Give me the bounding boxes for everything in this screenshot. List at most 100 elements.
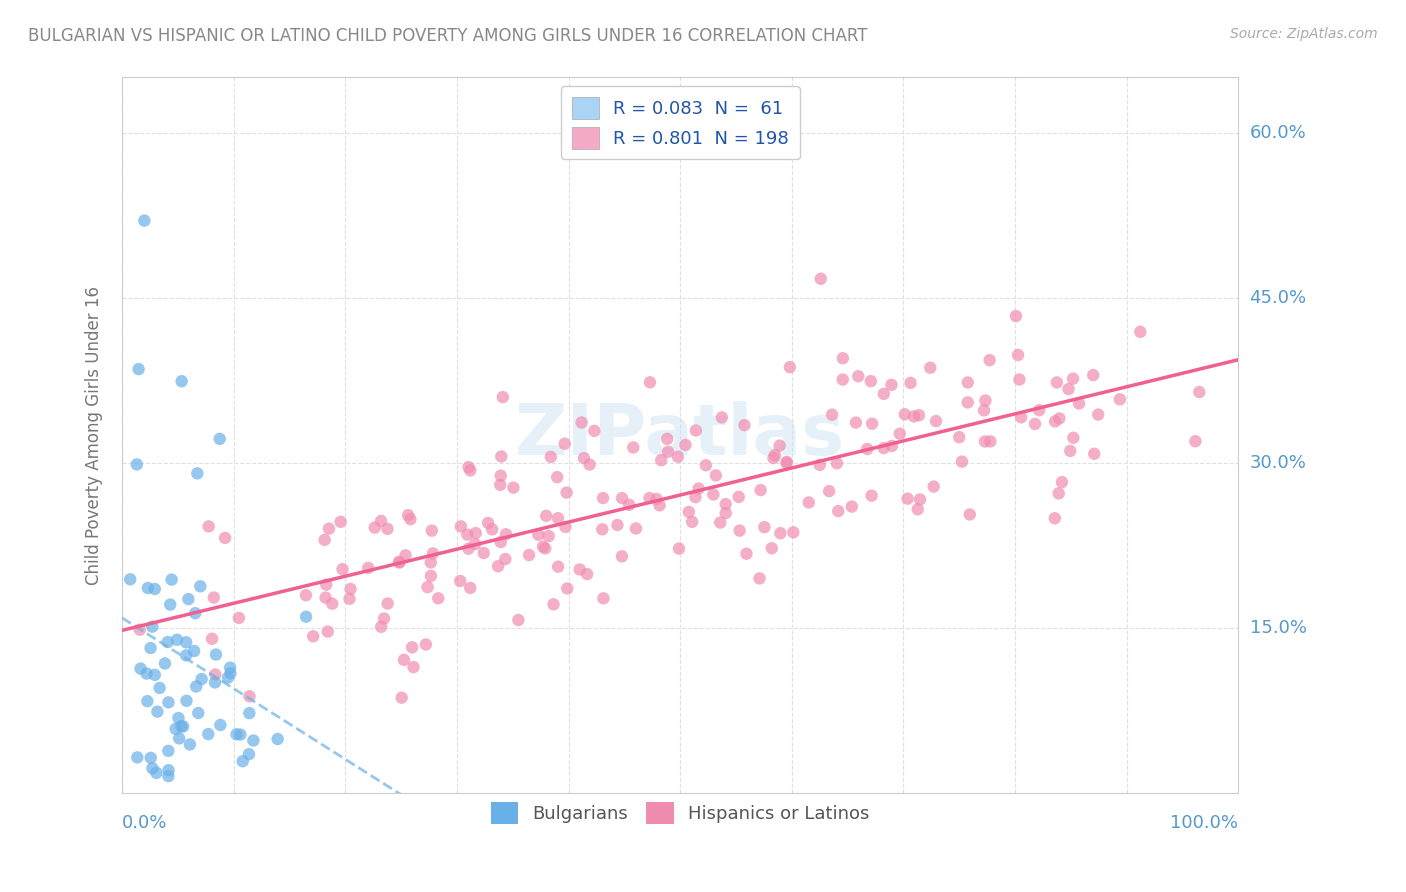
Point (624, 521, 647, 535)
Point (415, 638, 437, 652)
Point (209, 718, 232, 732)
Point (214, 531, 236, 545)
Point (873, 441, 896, 455)
Point (779, 360, 801, 375)
Point (197, 519, 219, 533)
Point (517, 548, 540, 562)
Point (321, 597, 343, 611)
Point (555, 582, 578, 596)
Point (419, 569, 441, 583)
Point (979, 353, 1001, 368)
Point (675, 438, 697, 452)
Point (554, 520, 576, 534)
Legend: Bulgarians, Hispanics or Latinos: Bulgarians, Hispanics or Latinos (481, 790, 880, 834)
Point (1129, 325, 1152, 339)
Point (592, 591, 614, 606)
Point (508, 613, 530, 627)
Point (900, 376, 922, 390)
Point (841, 500, 863, 514)
Point (481, 522, 503, 536)
Point (555, 485, 578, 500)
Point (492, 390, 515, 404)
Point (141, 761, 163, 775)
Point (531, 540, 554, 554)
Point (685, 424, 707, 438)
Point (187, 706, 209, 720)
Point (554, 436, 576, 450)
Point (610, 491, 633, 505)
Point (734, 418, 756, 433)
Point (136, 694, 159, 708)
Point (920, 360, 942, 375)
Point (578, 458, 600, 472)
Point (129, 662, 152, 676)
Point (339, 591, 361, 606)
Point (420, 524, 443, 538)
Point (763, 448, 786, 462)
Point (177, 592, 200, 607)
Point (880, 377, 903, 392)
Point (141, 620, 163, 634)
Point (576, 567, 599, 582)
Point (592, 491, 614, 505)
Point (457, 460, 479, 475)
Point (956, 376, 979, 390)
Point (314, 533, 336, 547)
Point (458, 581, 481, 595)
Point (710, 410, 733, 425)
Point (458, 463, 481, 477)
Point (1047, 486, 1070, 500)
Point (217, 671, 239, 685)
Point (295, 588, 318, 602)
Point (908, 408, 931, 422)
Point (537, 529, 560, 543)
Point (638, 376, 661, 390)
Text: 60.0%: 60.0% (1250, 123, 1306, 142)
Point (1046, 376, 1069, 390)
Point (534, 541, 557, 556)
Point (974, 393, 997, 408)
Point (547, 511, 569, 525)
Point (477, 516, 499, 530)
Point (464, 526, 486, 541)
Point (702, 487, 724, 501)
Point (583, 424, 606, 438)
Point (183, 644, 205, 658)
Point (370, 514, 392, 528)
Point (179, 738, 201, 752)
Point (831, 351, 853, 366)
Point (174, 648, 197, 663)
Point (974, 434, 997, 449)
Point (678, 505, 700, 519)
Point (761, 541, 783, 556)
Point (846, 369, 869, 384)
Point (266, 731, 288, 746)
Text: 45.0%: 45.0% (1250, 289, 1306, 307)
Point (1083, 447, 1105, 461)
Point (827, 504, 849, 518)
Point (160, 573, 183, 587)
Point (229, 727, 252, 741)
Point (704, 468, 727, 483)
Text: BULGARIAN VS HISPANIC OR LATINO CHILD POVERTY AMONG GIRLS UNDER 16 CORRELATION C: BULGARIAN VS HISPANIC OR LATINO CHILD PO… (28, 27, 868, 45)
Point (202, 591, 225, 605)
Point (157, 769, 180, 783)
Point (401, 640, 423, 655)
Point (1087, 408, 1109, 422)
Point (1043, 511, 1066, 525)
Point (391, 690, 413, 705)
Point (228, 611, 250, 625)
Point (396, 508, 419, 522)
Point (329, 515, 352, 529)
Point (159, 598, 181, 612)
Point (238, 690, 260, 704)
Point (735, 547, 758, 561)
Point (167, 731, 190, 746)
Point (143, 582, 166, 596)
Point (135, 666, 157, 681)
Point (728, 524, 751, 538)
Point (645, 491, 668, 506)
Point (422, 546, 444, 560)
Point (959, 508, 981, 522)
Point (922, 479, 945, 493)
